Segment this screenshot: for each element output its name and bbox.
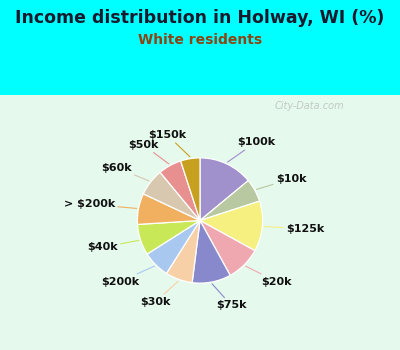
Text: > $200k: > $200k [64, 199, 137, 209]
Wedge shape [192, 220, 230, 283]
Wedge shape [200, 181, 260, 220]
Wedge shape [181, 158, 200, 220]
Wedge shape [200, 220, 255, 275]
Text: Income distribution in Holway, WI (%): Income distribution in Holway, WI (%) [15, 9, 385, 27]
Text: $150k: $150k [148, 130, 190, 157]
Text: White residents: White residents [138, 33, 262, 47]
Text: $30k: $30k [140, 281, 178, 307]
Wedge shape [137, 194, 200, 224]
Wedge shape [160, 161, 200, 220]
Text: $10k: $10k [256, 174, 306, 189]
Text: $75k: $75k [212, 284, 247, 310]
Text: $125k: $125k [264, 224, 324, 234]
Text: $40k: $40k [87, 240, 139, 252]
Text: $50k: $50k [128, 140, 169, 164]
Wedge shape [143, 172, 200, 220]
Text: $60k: $60k [101, 162, 149, 181]
Text: City-Data.com: City-Data.com [275, 102, 345, 112]
Wedge shape [166, 220, 200, 283]
Wedge shape [147, 220, 200, 273]
Text: $200k: $200k [101, 266, 154, 287]
Text: $100k: $100k [228, 137, 275, 162]
Wedge shape [200, 158, 248, 220]
Text: $20k: $20k [246, 266, 292, 287]
Wedge shape [200, 201, 263, 251]
Wedge shape [138, 220, 200, 254]
